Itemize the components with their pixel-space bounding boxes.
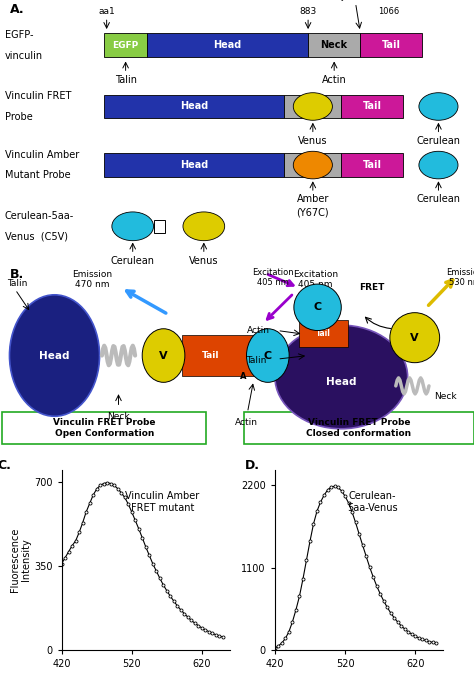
Text: Talin: Talin — [115, 75, 137, 84]
Ellipse shape — [419, 151, 458, 179]
Text: Venus: Venus — [189, 255, 219, 266]
Bar — [182, 335, 256, 376]
Text: 1066: 1066 — [378, 7, 399, 16]
Text: Actin: Actin — [246, 326, 270, 335]
Text: Neck: Neck — [434, 392, 456, 401]
Ellipse shape — [390, 313, 439, 363]
Text: Tail: Tail — [382, 40, 401, 51]
Text: Vinculin Amber: Vinculin Amber — [5, 150, 79, 160]
Text: B.: B. — [9, 268, 24, 281]
Text: Actin: Actin — [235, 418, 258, 427]
Text: Talin: Talin — [7, 279, 27, 288]
Y-axis label: Fluorescence
Intensity: Fluorescence Intensity — [9, 528, 31, 592]
Text: Emission
470 nm: Emission 470 nm — [73, 270, 112, 289]
Bar — [341, 153, 403, 177]
Text: V: V — [159, 350, 168, 361]
Ellipse shape — [419, 93, 458, 120]
Ellipse shape — [246, 329, 289, 382]
Text: Neck: Neck — [300, 102, 326, 111]
Text: aa1: aa1 — [98, 7, 115, 16]
Text: A: A — [239, 371, 246, 381]
Text: Cerulean: Cerulean — [111, 255, 155, 266]
Ellipse shape — [275, 325, 408, 429]
Text: C: C — [313, 303, 322, 312]
Bar — [104, 33, 147, 57]
Bar — [104, 94, 284, 119]
Text: FRET: FRET — [359, 283, 385, 292]
Text: Emission
530 nm: Emission 530 nm — [446, 268, 474, 287]
Text: Neck: Neck — [320, 40, 348, 51]
Ellipse shape — [9, 295, 100, 417]
Bar — [104, 153, 284, 177]
Text: Mutant Probe: Mutant Probe — [5, 171, 70, 181]
Bar — [147, 33, 308, 57]
Bar — [308, 33, 360, 57]
Text: EGFP-: EGFP- — [5, 30, 33, 40]
Text: Tail: Tail — [363, 102, 382, 111]
Text: Tail: Tail — [316, 329, 331, 338]
Text: Vinculin FRET Probe
Open Conformation: Vinculin FRET Probe Open Conformation — [53, 418, 155, 437]
Text: V: V — [410, 333, 419, 342]
Text: D.: D. — [245, 459, 260, 472]
Text: Head: Head — [180, 160, 209, 170]
Text: Venus  (C5V): Venus (C5V) — [5, 232, 68, 241]
Text: (Y67C): (Y67C) — [297, 208, 329, 218]
Text: A.: A. — [9, 3, 24, 16]
Ellipse shape — [183, 212, 225, 241]
Text: Head: Head — [326, 377, 356, 388]
Text: C: C — [264, 350, 272, 361]
Text: Cerulean: Cerulean — [417, 194, 460, 204]
Text: Head: Head — [180, 102, 209, 111]
Text: 883: 883 — [300, 7, 317, 16]
Ellipse shape — [112, 212, 154, 241]
Text: Excitation
405 nm: Excitation 405 nm — [292, 270, 338, 289]
Ellipse shape — [293, 93, 332, 120]
Text: Amber: Amber — [297, 194, 329, 204]
Text: Cerulean: Cerulean — [417, 135, 460, 146]
Text: C.: C. — [0, 459, 11, 472]
Text: Excitation
405 nm: Excitation 405 nm — [252, 268, 293, 287]
Bar — [284, 94, 341, 119]
Bar — [154, 220, 165, 233]
Text: Vinculin Amber
FRET mutant: Vinculin Amber FRET mutant — [126, 491, 200, 513]
Text: Head: Head — [39, 350, 70, 361]
Text: Probe: Probe — [5, 112, 33, 122]
Text: vinculin: vinculin — [5, 51, 43, 61]
Ellipse shape — [293, 151, 332, 179]
Text: Talin: Talin — [246, 357, 267, 365]
FancyBboxPatch shape — [2, 412, 206, 444]
Text: Neck: Neck — [107, 412, 130, 421]
Text: Tail: Tail — [201, 351, 219, 360]
FancyBboxPatch shape — [244, 412, 474, 444]
Text: Vinculin FRET Probe
Closed conformation: Vinculin FRET Probe Closed conformation — [306, 418, 411, 437]
Bar — [360, 33, 422, 57]
Bar — [299, 319, 348, 346]
Text: Vinculin FRET: Vinculin FRET — [5, 91, 71, 101]
Ellipse shape — [142, 329, 185, 382]
Text: Cerulean-5aa-: Cerulean-5aa- — [5, 211, 74, 221]
Ellipse shape — [294, 284, 341, 330]
Text: Head: Head — [213, 40, 242, 51]
Text: EGFP: EGFP — [112, 40, 139, 50]
Text: Cerulean-
5aa-Venus: Cerulean- 5aa-Venus — [347, 491, 398, 513]
Text: Neck: Neck — [300, 160, 326, 170]
Bar — [284, 153, 341, 177]
Text: Actin: Actin — [322, 75, 346, 84]
Text: Venus: Venus — [298, 135, 328, 146]
Text: Tail: Tail — [363, 160, 382, 170]
Text: Tyr 1065: Tyr 1065 — [337, 0, 374, 1]
Bar — [341, 94, 403, 119]
